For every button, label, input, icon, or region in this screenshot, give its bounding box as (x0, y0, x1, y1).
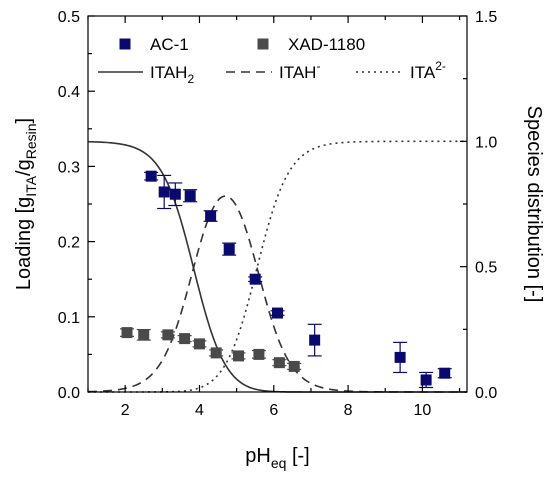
data-point-0-9 (393, 341, 408, 374)
y-left-axis-title: Loading [gITA/gResin] (13, 118, 39, 290)
y-left-tick-label: 0.0 (58, 385, 80, 402)
legend-curve-label-0: ITAH2 (150, 63, 194, 86)
x-tick-label: 2 (121, 402, 130, 419)
species-curve-0 (87, 140, 467, 393)
marker-square (420, 374, 432, 386)
data-point-1-2 (160, 329, 175, 341)
data-point-1-0 (120, 327, 135, 339)
marker-square (121, 327, 133, 339)
data-point-0-3 (183, 189, 198, 203)
data-point-1-4 (192, 338, 207, 350)
species-curve-2 (88, 140, 467, 393)
data-point-1-8 (272, 357, 287, 369)
legend-label-0: AC-1 (150, 35, 189, 54)
marker-square (158, 186, 170, 198)
marker-square (232, 350, 244, 362)
x-axis-title: pHeq [-] (245, 445, 310, 471)
data-point-0-4 (203, 210, 218, 222)
y-right-axis-title: Species distribution [-] (523, 106, 545, 303)
axes: 2 4 6 8 10 0.0 0.1 0.2 0.3 0.4 0.5 0.0 0.5 1.0 1.5 pHeq… (13, 9, 545, 471)
data-point-0-7 (270, 307, 285, 319)
data-point-1-7 (251, 348, 266, 360)
x-tick-label: 8 (344, 402, 353, 419)
y-right-tick-label: 0.0 (475, 385, 497, 402)
species-curves (87, 140, 467, 393)
marker-square (253, 348, 265, 360)
data-point-1-6 (231, 350, 246, 362)
data-point-0-11 (437, 367, 452, 379)
y-left-tick-label: 0.3 (58, 159, 80, 176)
legend-label-1: XAD-1180 (288, 35, 365, 54)
marker-square (210, 347, 222, 359)
marker-square (394, 351, 406, 363)
marker-square (145, 170, 157, 182)
data-point-0-5 (222, 242, 237, 256)
data-point-0-8 (307, 323, 322, 357)
marker-square (439, 367, 451, 379)
data-point-0-2 (168, 182, 183, 207)
y-left-tick-label: 0.2 (58, 235, 80, 252)
data-point-1-9 (287, 360, 302, 372)
marker-square (193, 338, 205, 350)
marker-square (179, 333, 191, 345)
marker-square (205, 210, 217, 222)
legend-curve-label-2: ITA2- (410, 59, 446, 82)
marker-square (288, 360, 300, 372)
data-point-0-0 (144, 170, 159, 182)
data-point-0-10 (419, 371, 434, 389)
marker-square (138, 329, 150, 341)
marker-square (223, 243, 235, 255)
data-point-0-1 (157, 174, 172, 210)
marker-square (249, 273, 261, 285)
data-points (120, 170, 452, 389)
x-tick-label: 6 (269, 402, 278, 419)
y-left-tick-label: 0.5 (58, 9, 80, 26)
y-right-tick-label: 1.5 (475, 9, 497, 26)
marker-square (184, 190, 196, 202)
data-point-0-6 (248, 273, 263, 285)
data-point-1-3 (177, 333, 192, 345)
legend: AC-1 XAD-1180 ITAH2 ITAH- ITA2- (98, 35, 446, 86)
legend-marker-0 (119, 38, 131, 50)
species-curve-1 (87, 195, 467, 393)
y-right-tick-label: 0.5 (475, 260, 497, 277)
marker-square (309, 334, 321, 346)
legend-marker-1 (257, 38, 269, 50)
x-tick-label: 10 (414, 402, 432, 419)
y-left-tick-label: 0.1 (58, 310, 80, 327)
marker-square (162, 329, 174, 341)
marker-square (169, 188, 181, 200)
legend-curve-label-1: ITAH- (279, 59, 320, 82)
marker-square (273, 357, 285, 369)
y-right-tick-label: 1.0 (475, 134, 497, 151)
marker-square (272, 307, 283, 319)
data-point-1-1 (136, 328, 151, 341)
y-left-tick-label: 0.4 (58, 84, 80, 101)
data-point-1-5 (209, 347, 224, 359)
x-tick-label: 4 (195, 402, 204, 419)
